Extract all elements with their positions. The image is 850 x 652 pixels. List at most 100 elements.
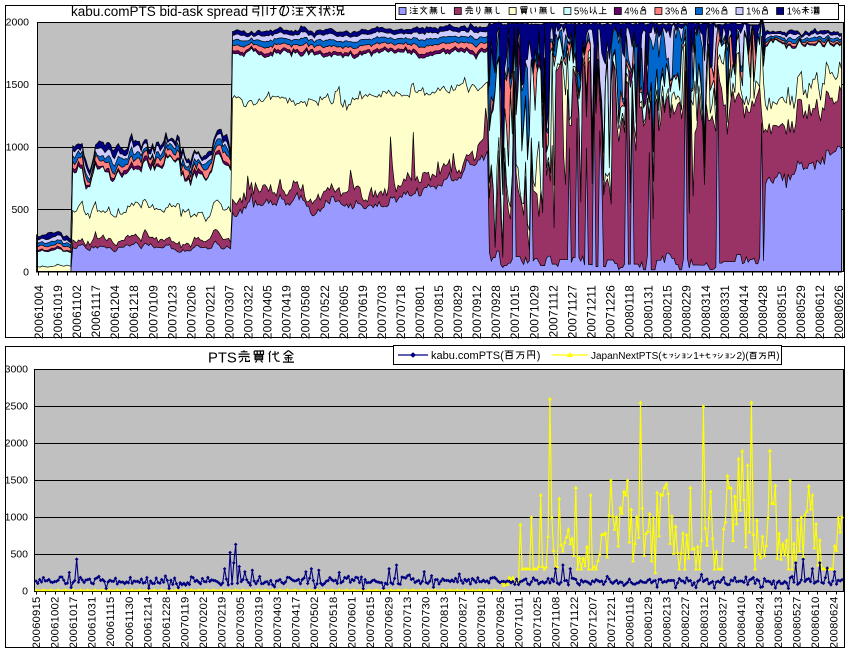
svg-text:20070813: 20070813 (439, 597, 451, 649)
svg-text:20071122: 20071122 (569, 597, 581, 648)
svg-text:0: 0 (22, 586, 28, 598)
svg-text:20080312: 20080312 (699, 597, 711, 649)
svg-text:20061117: 20061117 (89, 285, 103, 337)
svg-text:20070910: 20070910 (476, 597, 488, 649)
svg-text:20071025: 20071025 (532, 597, 544, 649)
svg-text:3000: 3000 (5, 364, 29, 376)
svg-text:20061002: 20061002 (50, 597, 62, 649)
svg-text:20080229: 20080229 (680, 285, 694, 339)
svg-text:1%: 1% (787, 6, 801, 17)
svg-text:20070928: 20070928 (489, 285, 503, 339)
svg-text:20061102: 20061102 (70, 285, 84, 338)
svg-text:20061218: 20061218 (127, 285, 141, 339)
svg-text:20070522: 20070522 (318, 285, 332, 339)
svg-text:5%: 5% (574, 6, 588, 17)
svg-text:20070730: 20070730 (421, 597, 433, 649)
svg-text:1%: 1% (746, 6, 760, 17)
svg-text:20071029: 20071029 (527, 285, 541, 339)
svg-text:20070912: 20070912 (470, 285, 484, 339)
svg-text:20070615: 20070615 (365, 597, 377, 649)
svg-text:20071011: 20071011 (513, 597, 525, 648)
svg-text:20070801: 20070801 (413, 285, 427, 339)
svg-text:1500: 1500 (5, 475, 29, 487)
svg-text:20070629: 20070629 (383, 597, 395, 649)
svg-text:20070713: 20070713 (402, 597, 414, 649)
svg-text:20080424: 20080424 (755, 597, 767, 649)
svg-text:500: 500 (10, 549, 28, 561)
svg-text:20061130: 20061130 (124, 597, 136, 648)
svg-text:20061019: 20061019 (51, 285, 65, 339)
svg-text:20061204: 20061204 (108, 285, 122, 339)
svg-text:2500: 2500 (5, 401, 29, 413)
svg-text:20070403: 20070403 (272, 597, 284, 649)
svg-text:20080118: 20080118 (623, 285, 637, 338)
svg-text:20070119: 20070119 (179, 597, 191, 648)
svg-text:20071108: 20071108 (550, 597, 562, 648)
svg-text:20071127: 20071127 (565, 285, 579, 338)
svg-text:20071221: 20071221 (606, 597, 618, 649)
svg-text:): ) (776, 351, 779, 362)
svg-text:20070619: 20070619 (356, 285, 370, 339)
svg-text:20070508: 20070508 (299, 285, 313, 339)
svg-text:20070319: 20070319 (254, 597, 266, 649)
svg-text:JapanNextPTS(: JapanNextPTS( (591, 351, 662, 362)
svg-text:20080529: 20080529 (794, 285, 808, 339)
svg-text:20070123: 20070123 (165, 285, 179, 339)
svg-text:20070307: 20070307 (223, 285, 237, 339)
svg-text:3%: 3% (665, 6, 679, 17)
svg-text:20070219: 20070219 (217, 597, 229, 649)
svg-text:20080215: 20080215 (661, 285, 675, 339)
svg-text:20071211: 20071211 (585, 285, 599, 338)
svg-text:20070502: 20070502 (309, 597, 321, 649)
svg-text:1000: 1000 (5, 512, 29, 524)
svg-text:20070221: 20070221 (204, 285, 218, 339)
svg-text:20080410: 20080410 (736, 597, 748, 649)
svg-text:PTS: PTS (208, 351, 237, 367)
svg-text:0: 0 (23, 267, 29, 279)
svg-text:20071226: 20071226 (604, 285, 618, 339)
svg-text:20080527: 20080527 (792, 597, 804, 649)
svg-text:20080331: 20080331 (718, 285, 732, 339)
svg-text:20080612: 20080612 (813, 285, 827, 339)
svg-text:20061004: 20061004 (32, 285, 46, 339)
svg-text:1000: 1000 (6, 142, 30, 154)
svg-text:20070518: 20070518 (328, 597, 340, 649)
svg-text:20080327: 20080327 (717, 597, 729, 649)
svg-text:20080428: 20080428 (756, 285, 770, 339)
svg-text:20070419: 20070419 (280, 285, 294, 339)
svg-text:20080213: 20080213 (662, 597, 674, 649)
svg-text:20070827: 20070827 (458, 597, 470, 649)
svg-text:20070829: 20070829 (451, 285, 465, 339)
svg-text:20070417: 20070417 (291, 597, 303, 649)
svg-text:20070322: 20070322 (242, 285, 256, 339)
svg-text:20061228: 20061228 (161, 597, 173, 649)
svg-text:20080116: 20080116 (625, 597, 637, 648)
svg-text:20070601: 20070601 (346, 597, 358, 649)
svg-text:20070305: 20070305 (235, 597, 247, 649)
svg-text:20070703: 20070703 (375, 285, 389, 339)
svg-text:20080513: 20080513 (773, 597, 785, 649)
svg-text:20060915: 20060915 (31, 597, 43, 649)
svg-text:20080515: 20080515 (775, 285, 789, 339)
svg-text:20080414: 20080414 (737, 285, 751, 339)
svg-text:20061017: 20061017 (68, 597, 80, 649)
svg-text:20061115: 20061115 (105, 597, 117, 647)
svg-text:20080610: 20080610 (810, 597, 822, 649)
svg-text:1500: 1500 (6, 79, 30, 91)
svg-text:20080624: 20080624 (829, 597, 841, 649)
svg-text:500: 500 (11, 204, 29, 216)
svg-text:20070109: 20070109 (146, 285, 160, 339)
svg-text:20080227: 20080227 (680, 597, 692, 649)
svg-text:20061214: 20061214 (142, 597, 154, 649)
svg-text:20080129: 20080129 (643, 597, 655, 649)
svg-text:20080131: 20080131 (642, 285, 656, 339)
svg-text:2000: 2000 (5, 438, 29, 450)
svg-text:20070815: 20070815 (432, 285, 446, 339)
svg-text:2)(: 2)( (737, 351, 750, 362)
svg-text:20071207: 20071207 (588, 597, 600, 649)
svg-text:20070926: 20070926 (495, 597, 507, 649)
svg-text:20080626: 20080626 (832, 285, 846, 339)
svg-text:20070202: 20070202 (198, 597, 210, 649)
svg-text:2%: 2% (705, 6, 719, 17)
svg-text:2000: 2000 (6, 17, 30, 29)
